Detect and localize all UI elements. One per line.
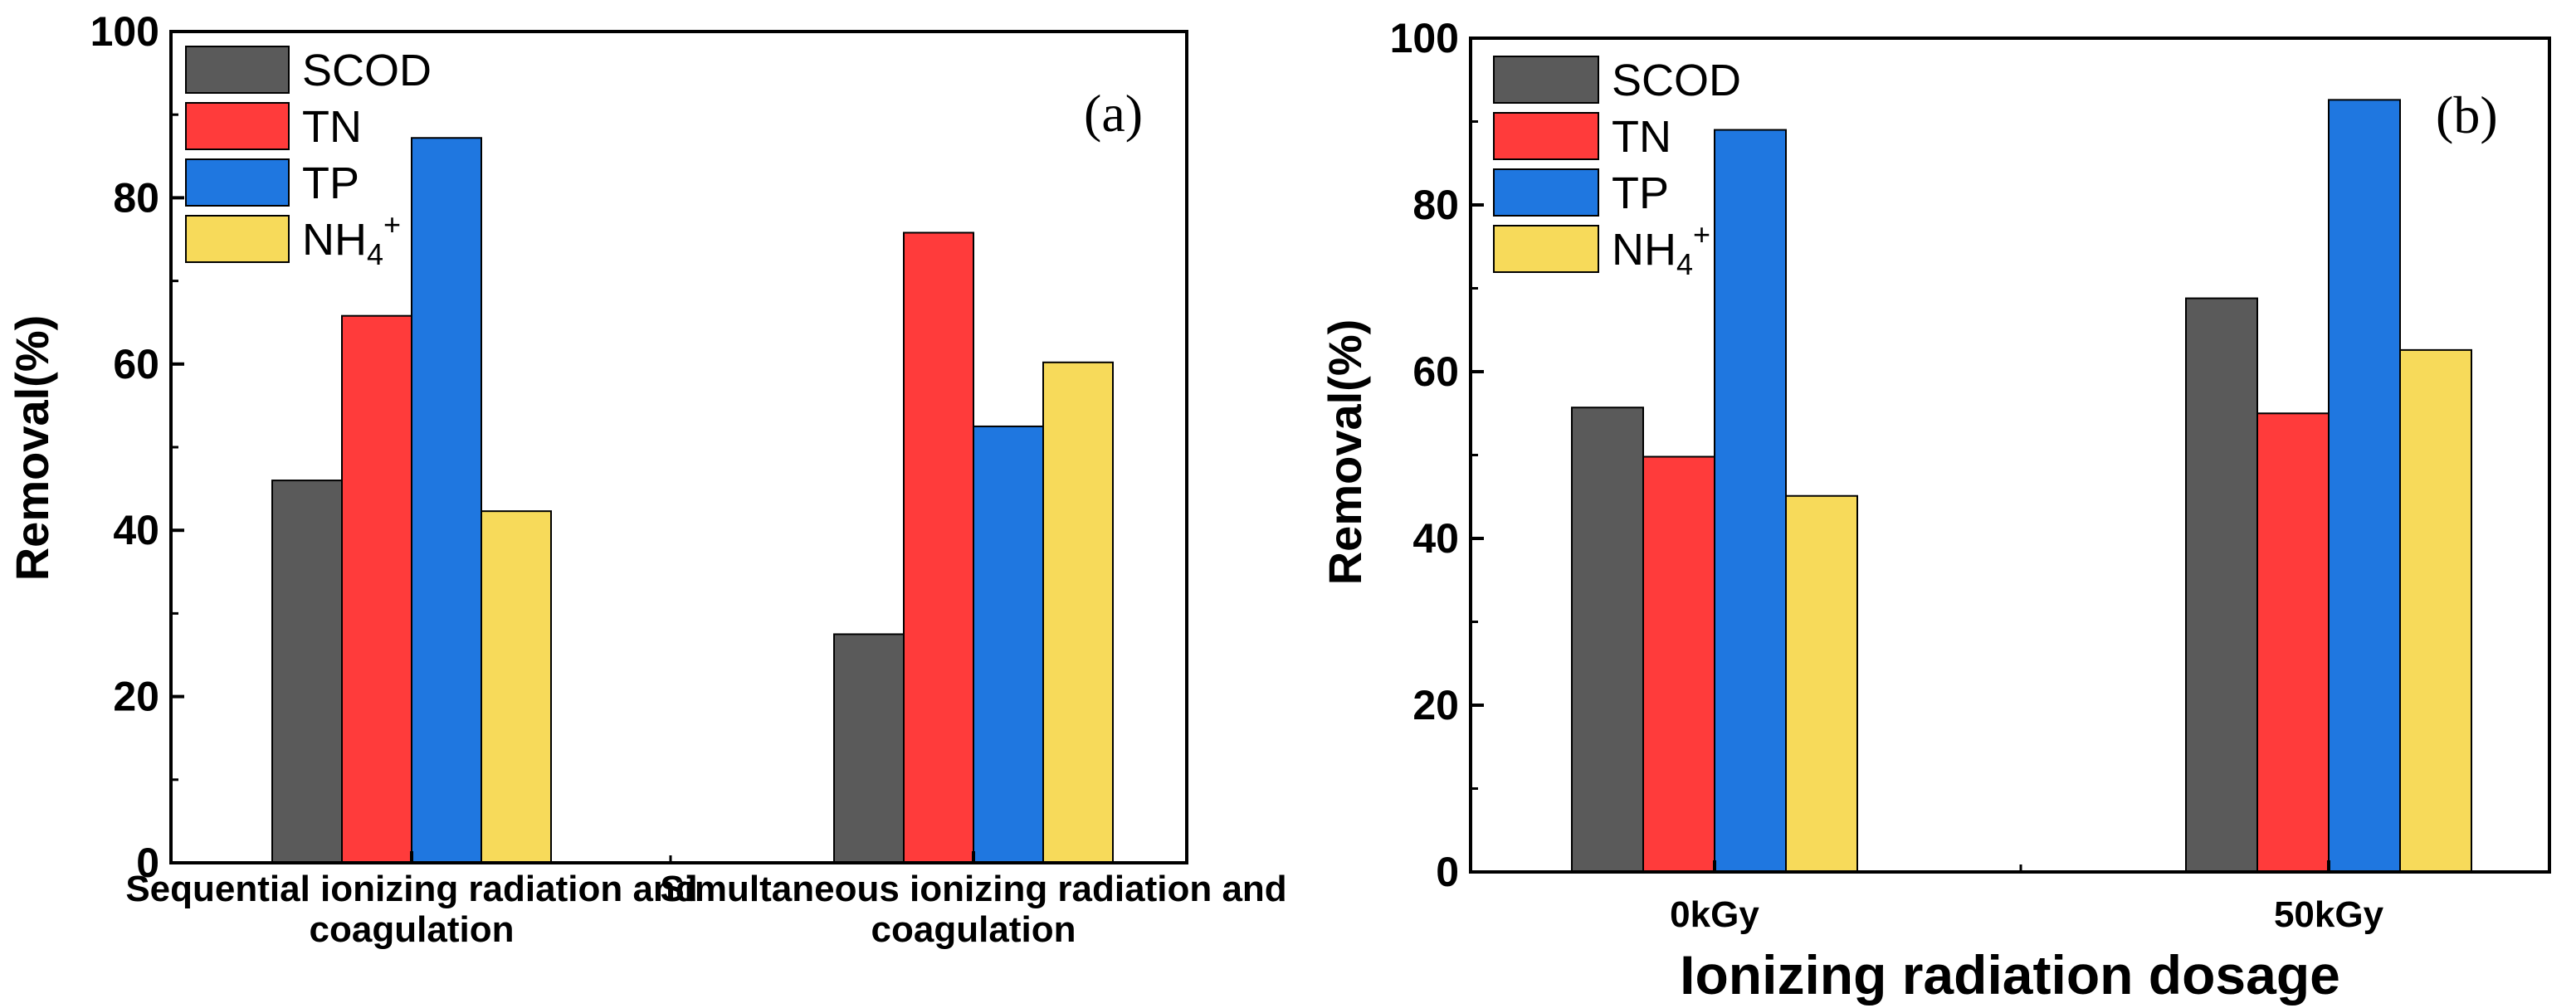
legend-label: TP <box>1612 168 1669 218</box>
bar-scod-1 <box>2185 297 2258 873</box>
bar-scod-1 <box>833 633 905 864</box>
bar-tn-1 <box>2256 412 2330 873</box>
y-tick-label: 20 <box>113 674 159 720</box>
bar-tp-1 <box>2328 99 2401 874</box>
y-tick-label: 100 <box>90 8 159 55</box>
legend-swatch <box>1493 56 1599 104</box>
y-tick-label: 60 <box>113 341 159 387</box>
y-axis-label: Removal(%) <box>6 315 58 582</box>
panel-label: (a) <box>1084 84 1143 143</box>
bar-tn-0 <box>341 314 412 864</box>
x-category-label: 50kGy <box>2274 894 2384 935</box>
panel-label: (b) <box>2436 85 2498 144</box>
legend-swatch <box>1493 168 1599 217</box>
bar-nh4-1 <box>2399 348 2472 873</box>
legend-label: NH4+ <box>302 207 401 271</box>
x-axis-label: Ionizing radiation dosage <box>1680 944 2340 1006</box>
legend-label-subscript: 4 <box>1676 247 1693 281</box>
legend-label-subscript: 4 <box>367 237 383 271</box>
bar-nh4-0 <box>1785 494 1858 873</box>
y-tick-label: 20 <box>1412 682 1459 728</box>
y-tick-label: 80 <box>1412 182 1459 228</box>
bar-tp-0 <box>411 137 482 864</box>
legend-label-superscript: + <box>383 207 401 241</box>
legend-swatch <box>185 102 290 150</box>
y-tick-label: 40 <box>113 507 159 553</box>
y-axis-label: Removal(%) <box>1319 319 1371 586</box>
legend-label: SCOD <box>302 46 432 95</box>
legend-swatch <box>185 158 290 207</box>
legend-label-superscript: + <box>1693 217 1710 251</box>
y-tick-label: 80 <box>113 174 159 221</box>
bar-scod-0 <box>1571 407 1644 873</box>
x-category-label: 0kGy <box>1670 894 1759 935</box>
bar-tp-1 <box>973 425 1044 864</box>
legend-swatch <box>185 46 290 94</box>
chart-panel-a: 0 20 40 60 80 100 Sequential ionizing radiatio… <box>6 8 1287 950</box>
y-tick-label: 60 <box>1412 348 1459 395</box>
y-tick-label: 0 <box>1436 849 1459 895</box>
legend-swatch <box>1493 112 1599 160</box>
y-tick-label: 40 <box>1412 515 1459 562</box>
legend-label: TP <box>302 158 359 208</box>
chart-panel-b: 0 20 40 60 80 100 0kGy 50kGy Removal(%) Ionizing … <box>1319 15 2551 1006</box>
bar-nh4-0 <box>481 510 552 864</box>
legend-label-base: NH <box>302 215 367 265</box>
y-tick-label: 0 <box>136 840 159 886</box>
legend-swatch <box>185 215 290 263</box>
bar-scod-0 <box>271 480 343 864</box>
bar-nh4-1 <box>1042 361 1114 864</box>
x-category-label: Simultaneous ionizing radiation and <box>660 869 1286 909</box>
legend-label-base: NH <box>1612 225 1676 275</box>
bar-tn-0 <box>1642 455 1715 873</box>
legend-label: TN <box>1612 112 1671 162</box>
x-category-label-line2: coagulation <box>310 909 515 950</box>
y-tick-label: 100 <box>1390 15 1459 61</box>
legend-swatch <box>1493 225 1599 273</box>
x-category-label: Sequential ionizing radiation and <box>125 869 697 909</box>
legend-label: SCOD <box>1612 56 1741 105</box>
legend-label: NH4+ <box>1612 217 1710 281</box>
legend-label: TN <box>302 102 362 152</box>
x-category-label-line2: coagulation <box>871 909 1076 950</box>
bar-tn-1 <box>903 231 974 864</box>
bar-tp-0 <box>1714 129 1787 874</box>
